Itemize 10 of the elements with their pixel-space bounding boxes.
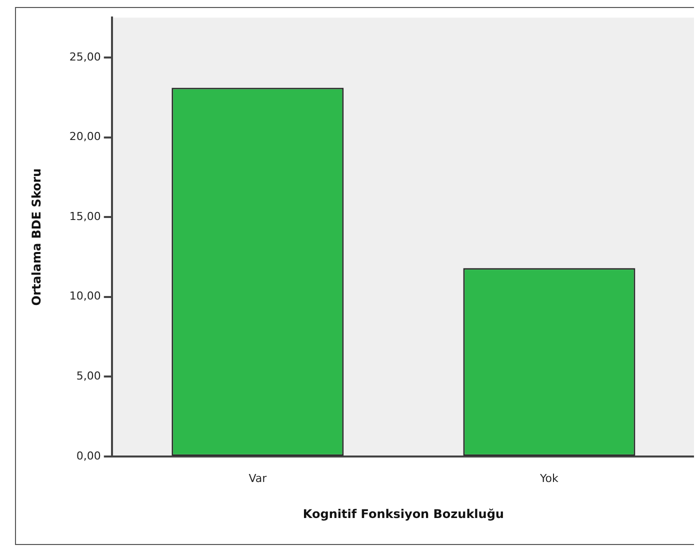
y-tick-label: 20,00 [69, 130, 101, 144]
y-tick-label: 0,00 [76, 449, 101, 462]
y-axis-title: Ortalama BDE Skoru [29, 168, 44, 306]
y-tick-label: 15,00 [69, 210, 101, 223]
x-axis-title: Kognitif Fonksiyon Bozukluğu [302, 506, 504, 521]
y-tick-label: 5,00 [76, 369, 101, 382]
x-tick-label: Yok [539, 472, 560, 485]
y-tick-label: 10,00 [69, 290, 101, 303]
y-tick-label: 25,00 [69, 50, 101, 64]
x-tick-label: Var [248, 472, 268, 485]
